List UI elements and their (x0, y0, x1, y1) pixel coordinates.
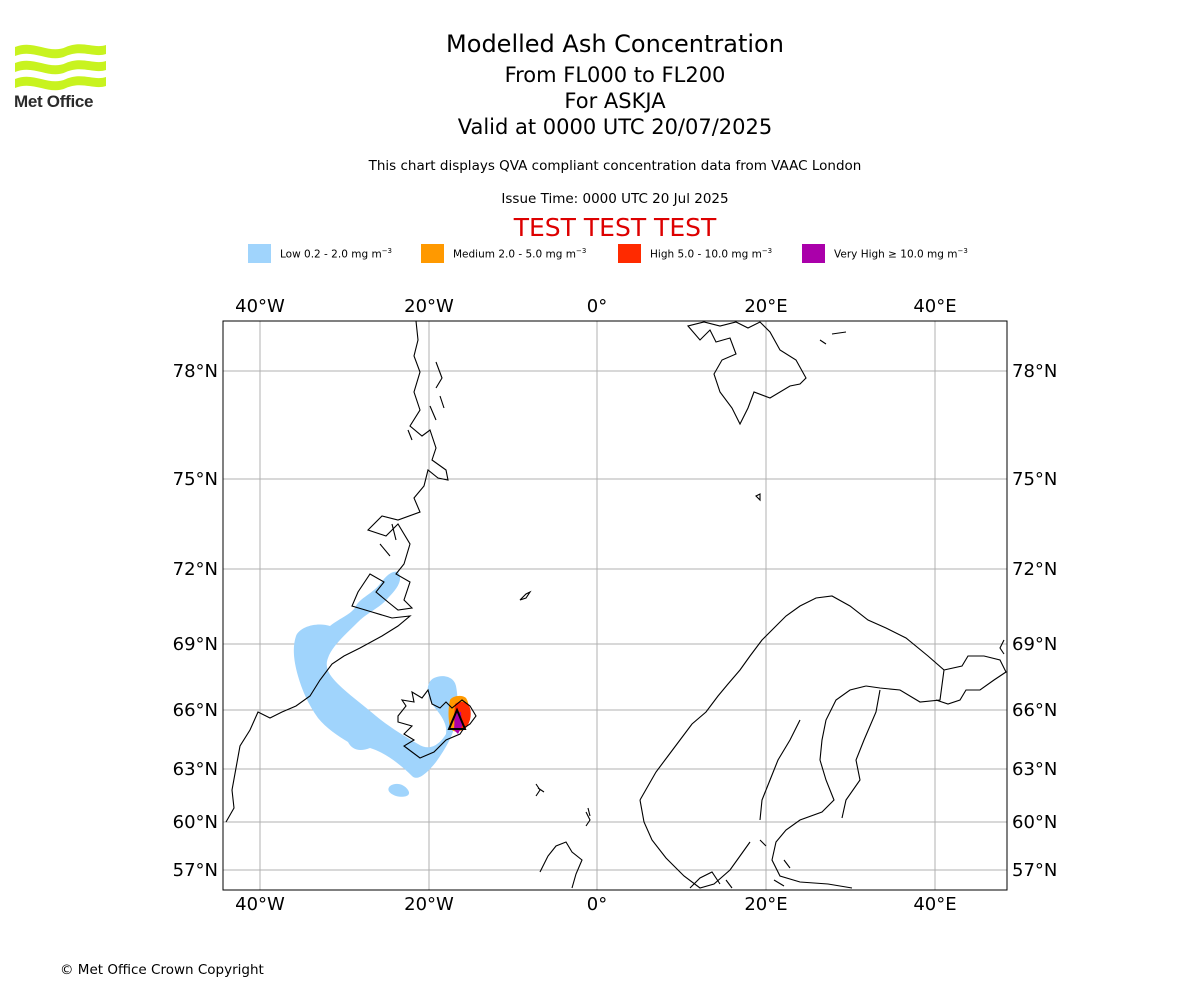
legend-label-very-high: Very High ≥ 10.0 mg m−3 (834, 246, 968, 261)
legend-swatch-high (618, 244, 641, 263)
volcano-marker (447, 707, 467, 730)
legend-item-medium: Medium 2.0 - 5.0 mg m−3 (421, 244, 586, 263)
lat-label-left-60n: 60°N (173, 812, 218, 833)
lon-label-top-20e: 20°E (744, 296, 787, 317)
coastline-finland (759, 689, 881, 821)
coastline-white-sea (935, 655, 1007, 705)
issue-time: Issue Time: 0000 UTC 20 Jul 2025 (501, 191, 729, 207)
lat-label-right-72n: 72°N (1012, 559, 1057, 580)
coastline-norway (639, 595, 945, 801)
legend-label-medium: Medium 2.0 - 5.0 mg m−3 (453, 246, 587, 261)
coastline-scotland (539, 811, 591, 889)
test-banner: TEST TEST TEST (513, 213, 717, 242)
coastlines (225, 321, 1007, 889)
lon-label-top-0: 0° (587, 296, 607, 317)
volcano-triangle-icon (447, 707, 467, 730)
lat-labels-right: 78°N 75°N 72°N 69°N 66°N 63°N 60°N 57°N (1012, 361, 1057, 881)
chart-title: Modelled Ash Concentration (446, 30, 784, 58)
lat-label-right-63n: 63°N (1012, 759, 1057, 780)
lat-labels-left: 78°N 75°N 72°N 69°N 66°N 63°N 60°N 57°N (173, 361, 218, 881)
lat-label-left-75n: 75°N (173, 469, 218, 490)
coastline-baltic-islands (759, 839, 791, 887)
legend-item-high: High 5.0 - 10.0 mg m−3 (618, 244, 772, 263)
lat-label-right-66n: 66°N (1012, 700, 1057, 721)
legend-swatch-medium (421, 244, 444, 263)
met-office-logo (15, 44, 106, 91)
legend-item-very-high: Very High ≥ 10.0 mg m−3 (802, 244, 968, 263)
coastline-bear-island (755, 493, 761, 502)
coastline-shetland (587, 807, 591, 817)
lon-label-bottom-20e: 20°E (744, 894, 787, 915)
coastline-sweden-bothnia (771, 685, 867, 889)
flight-level-range: From FL000 to FL200 (504, 63, 726, 87)
gridlines (223, 321, 1007, 890)
coastline-greenland-fjords (379, 361, 445, 557)
legend-item-low: Low 0.2 - 2.0 mg m−3 (248, 244, 392, 263)
legend-swatch-low (248, 244, 271, 263)
lat-label-left-72n: 72°N (173, 559, 218, 580)
lat-label-left-63n: 63°N (173, 759, 218, 780)
legend-label-high: High 5.0 - 10.0 mg m−3 (650, 246, 773, 261)
valid-time: Valid at 0000 UTC 20/07/2025 (457, 115, 773, 139)
coastline-svalbard (687, 321, 807, 426)
lat-label-right-57n: 57°N (1012, 860, 1057, 881)
lon-label-bottom-0: 0° (587, 894, 607, 915)
lat-label-right-78n: 78°N (1012, 361, 1057, 382)
coastline-franz-josef (819, 331, 847, 345)
map-frame (222, 320, 1008, 891)
lon-label-bottom-40w: 40°W (235, 894, 285, 915)
coastline-faroes (535, 783, 545, 797)
met-office-wordmark: Met Office (14, 92, 94, 111)
lat-label-left-69n: 69°N (173, 634, 218, 655)
ash-low-concentration (293, 571, 458, 797)
lon-label-top-40e: 40°E (913, 296, 956, 317)
coastline-denmark (689, 871, 733, 889)
copyright-notice: © Met Office Crown Copyright (60, 962, 264, 978)
lat-label-right-69n: 69°N (1012, 634, 1057, 655)
chart-description: This chart displays QVA compliant concen… (368, 158, 862, 174)
lon-label-top-40w: 40°W (235, 296, 285, 317)
coastline-norway-south (639, 799, 751, 889)
lon-label-bottom-40e: 40°E (913, 894, 956, 915)
lon-labels-top: 40°W 20°W 0° 20°E 40°E (235, 296, 956, 317)
lat-label-right-75n: 75°N (1012, 469, 1057, 490)
legend-label-low: Low 0.2 - 2.0 mg m−3 (280, 246, 393, 261)
lon-label-top-20w: 20°W (404, 296, 454, 317)
coastline-greenland (225, 321, 449, 823)
lat-label-left-57n: 57°N (173, 860, 218, 881)
coastline-iceland (397, 688, 477, 759)
lat-label-left-78n: 78°N (173, 361, 218, 382)
volcano-name: For ASKJA (564, 89, 666, 113)
lat-label-left-66n: 66°N (173, 700, 218, 721)
legend-swatch-very-high (802, 244, 825, 263)
lon-label-bottom-20w: 20°W (404, 894, 454, 915)
coastline-russia-border (999, 639, 1005, 655)
coastline-jan-mayen (519, 590, 532, 601)
lat-label-right-60n: 60°N (1012, 812, 1057, 833)
map-background (223, 321, 1007, 890)
lon-labels-bottom: 40°W 20°W 0° 20°E 40°E (235, 894, 956, 915)
